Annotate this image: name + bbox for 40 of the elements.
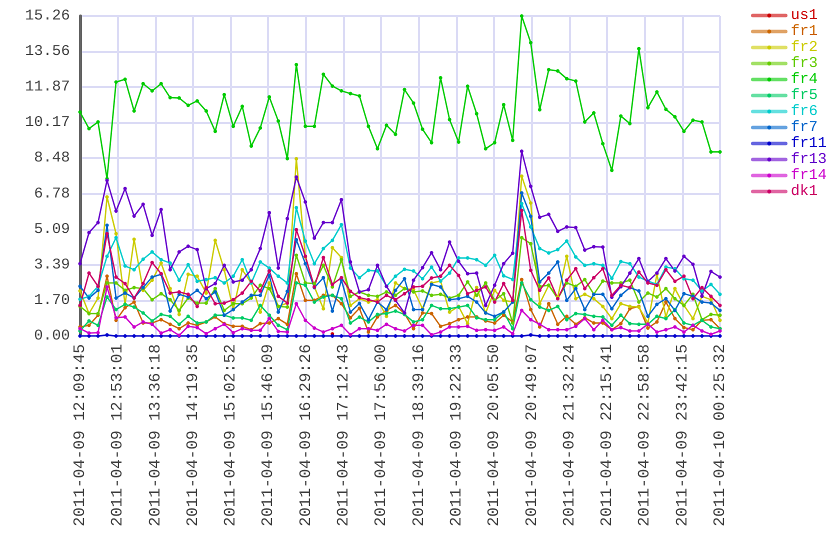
legend-label: fr6 (790, 103, 818, 120)
y-tick-label: 10.17 (24, 114, 70, 132)
legend-label: fr14 (790, 167, 827, 184)
x-tick-label: 2011-04-10 00:25:32 (711, 344, 729, 526)
x-tick-label: 2011-04-09 20:05:50 (485, 344, 504, 526)
y-tick-label: 11.87 (24, 78, 70, 96)
y-tick-label: 5.09 (34, 220, 70, 238)
x-tick-label: 2011-04-09 12:09:45 (71, 344, 89, 526)
x-tick-label: 2011-04-09 16:29:26 (296, 344, 315, 526)
y-tick-label: 8.48 (34, 150, 70, 167)
x-tick-label: 2011-04-09 17:56:00 (372, 344, 390, 526)
y-tick-label: 15.26 (24, 8, 70, 24)
x-tick-label: 2011-04-09 22:58:58 (636, 344, 654, 526)
x-tick-label: 2011-04-09 19:22:33 (447, 344, 466, 526)
x-tick-label: 2011-04-09 14:19:35 (184, 344, 202, 526)
legend-label: fr1 (790, 23, 818, 40)
x-tick-label: 2011-04-09 23:42:15 (673, 344, 692, 526)
x-tick-label: 2011-04-09 15:02:52 (222, 344, 240, 526)
legend-label: fr7 (790, 119, 818, 136)
legend-label: fr2 (790, 39, 818, 56)
legend-label: fr11 (790, 135, 827, 152)
x-tick-label: 2011-04-09 18:39:16 (410, 344, 428, 526)
x-tick-label: 2011-04-09 12:53:01 (108, 344, 127, 526)
legend-label: fr5 (790, 87, 818, 104)
y-tick-label: 6.78 (34, 185, 70, 202)
legend-label: us1 (790, 7, 818, 24)
legend-label: fr3 (790, 55, 818, 72)
y-tick-label: 3.39 (34, 256, 70, 274)
x-tick-label: 2011-04-09 20:49:07 (522, 344, 541, 526)
x-tick-label: 2011-04-09 15:46:09 (259, 344, 278, 526)
x-tick-label: 2011-04-09 21:32:24 (560, 344, 578, 526)
x-tick-label: 2011-04-09 22:15:41 (598, 344, 616, 526)
y-tick-label: 1.70 (34, 292, 70, 309)
legend-label: dk1 (790, 183, 818, 200)
x-tick-label: 2011-04-09 17:12:43 (334, 344, 353, 526)
y-tick-label: 13.56 (24, 43, 70, 60)
y-tick-label: 0.00 (34, 328, 70, 344)
legend-label: fr4 (790, 71, 818, 88)
legend-label: fr13 (790, 151, 827, 168)
x-tick-label: 2011-04-09 13:36:18 (146, 344, 164, 526)
